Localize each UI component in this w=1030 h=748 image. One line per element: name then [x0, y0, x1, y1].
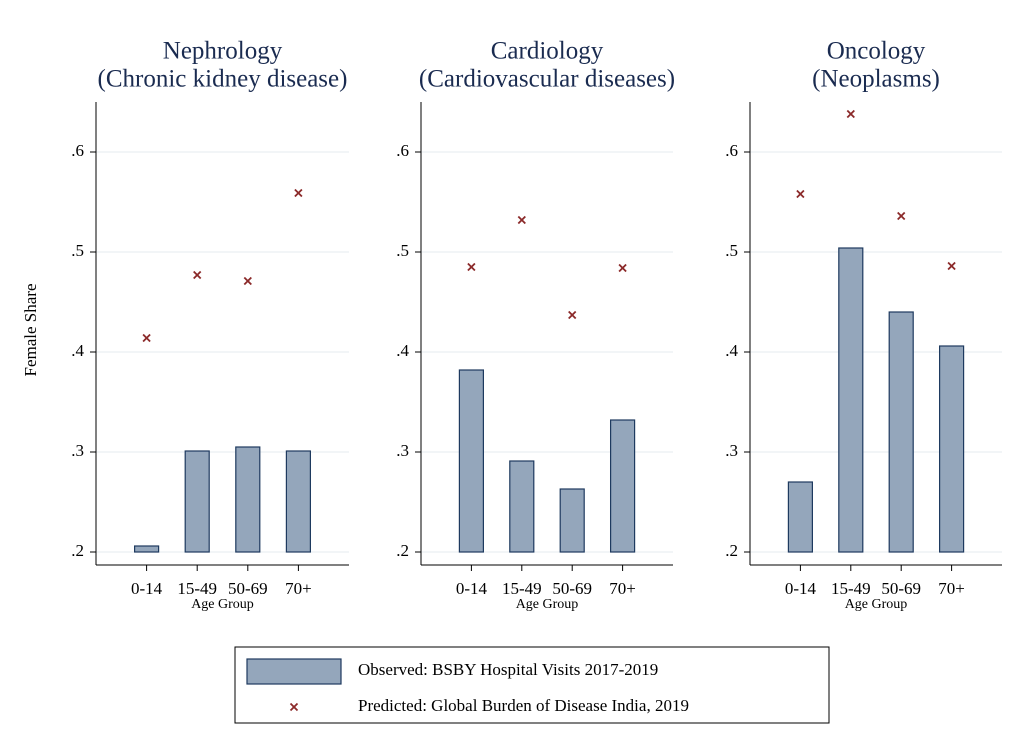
y-axis-label: Female Share	[21, 284, 40, 377]
y-tick-label: .5	[71, 241, 84, 260]
bar	[787, 481, 814, 553]
bar	[184, 450, 210, 553]
bar	[235, 446, 261, 553]
legend-marker	[289, 702, 299, 712]
bar	[509, 460, 535, 553]
y-tick-label: .6	[71, 141, 84, 160]
panel-title: Nephrology	[163, 38, 283, 65]
y-tick-label: .5	[396, 241, 409, 260]
marker-stroke	[796, 189, 805, 199]
y-tick-label: .6	[396, 141, 409, 160]
marker-stroke	[618, 263, 627, 273]
bar	[285, 450, 311, 553]
x-tick-label: 15-49	[831, 579, 871, 598]
marker	[846, 109, 855, 119]
marker-stroke	[193, 270, 202, 280]
y-tick-label: .2	[396, 541, 409, 560]
panel-subtitle: (Chronic kidney disease)	[98, 66, 348, 93]
x-tick-label: 0-14	[785, 579, 817, 598]
marker-stroke	[947, 261, 956, 271]
y-tick-label: .3	[396, 441, 409, 460]
marker	[618, 263, 627, 273]
bar	[888, 311, 914, 553]
marker-stroke	[568, 310, 577, 320]
x-tick-label: 0-14	[456, 579, 488, 598]
x-tick-label: 15-49	[502, 579, 542, 598]
marker	[142, 333, 151, 343]
marker	[517, 215, 526, 225]
panel-subtitle: (Cardiovascular diseases)	[419, 66, 675, 93]
y-tick-label: .4	[725, 341, 738, 360]
x-tick-label: 50-69	[228, 579, 268, 598]
legend-swatch	[246, 658, 342, 685]
bar	[609, 419, 636, 553]
marker-stroke	[897, 211, 906, 221]
y-tick-label: .4	[396, 341, 409, 360]
marker-stroke	[846, 109, 855, 119]
y-tick-label: .5	[725, 241, 738, 260]
x-tick-label: 15-49	[177, 579, 217, 598]
marker	[294, 188, 303, 198]
y-tick-label: .2	[71, 541, 84, 560]
x-axis-label: Age Group	[191, 597, 254, 612]
x-tick-label: 70+	[938, 579, 965, 598]
y-tick-label: .3	[725, 441, 738, 460]
marker	[947, 261, 956, 271]
y-tick-label: .3	[71, 441, 84, 460]
marker-stroke	[142, 333, 151, 343]
x-tick-label: 70+	[609, 579, 636, 598]
x-tick-label: 0-14	[131, 579, 163, 598]
marker	[897, 211, 906, 221]
panel-title: Oncology	[827, 38, 926, 65]
marker-stroke	[517, 215, 526, 225]
x-tick-label: 50-69	[552, 579, 592, 598]
x-axis-label: Age Group	[845, 597, 908, 612]
marker	[568, 310, 577, 320]
y-tick-label: .4	[71, 341, 84, 360]
legend-label: Observed: BSBY Hospital Visits 2017-2019	[358, 660, 658, 679]
y-tick-label: .2	[725, 541, 738, 560]
panel-title: Cardiology	[491, 38, 604, 65]
bar	[938, 345, 965, 553]
bar	[559, 488, 585, 553]
bar	[838, 247, 864, 553]
marker-stroke	[294, 188, 303, 198]
marker-stroke	[243, 276, 252, 286]
x-tick-label: 50-69	[881, 579, 921, 598]
panel-subtitle: (Neoplasms)	[812, 66, 940, 93]
marker	[796, 189, 805, 199]
marker	[193, 270, 202, 280]
marker	[467, 262, 476, 272]
y-tick-label: .6	[725, 141, 738, 160]
x-tick-label: 70+	[285, 579, 312, 598]
marker	[243, 276, 252, 286]
legend-label: Predicted: Global Burden of Disease Indi…	[358, 696, 689, 715]
marker-stroke	[289, 702, 299, 712]
marker-stroke	[467, 262, 476, 272]
x-axis-label: Age Group	[516, 597, 579, 612]
bar	[134, 545, 160, 553]
bar	[458, 369, 484, 553]
